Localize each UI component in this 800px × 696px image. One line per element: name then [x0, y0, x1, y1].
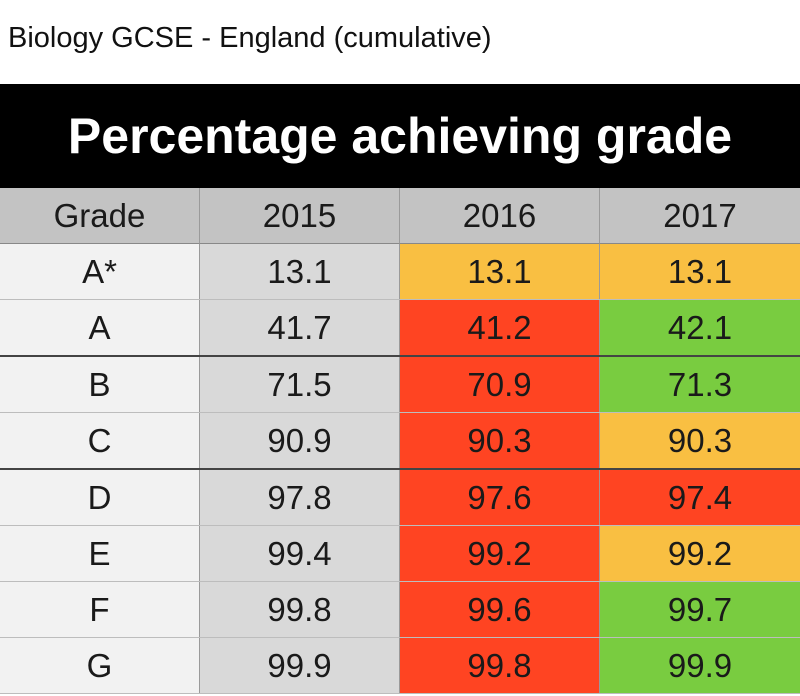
table-body: A* 13.1 13.1 13.1 A 41.7 41.2 42.1 B 71.5 70.9 71.3… [0, 244, 800, 694]
grade-cell: D [0, 470, 200, 525]
value-cell-2015: 97.8 [200, 470, 400, 525]
value-cell-2017: 97.4 [600, 470, 800, 525]
table-row: A* 13.1 13.1 13.1 [0, 244, 800, 300]
grade-cell: C [0, 413, 200, 468]
value-cell-2017: 42.1 [600, 300, 800, 355]
value-cell-2017: 99.2 [600, 526, 800, 581]
grade-cell: B [0, 357, 200, 412]
value-cell-2017: 90.3 [600, 413, 800, 468]
value-cell-2015: 41.7 [200, 300, 400, 355]
value-cell-2015: 90.9 [200, 413, 400, 468]
value-cell-2017: 13.1 [600, 244, 800, 299]
value-cell-2016: 13.1 [400, 244, 600, 299]
value-cell-2015: 99.4 [200, 526, 400, 581]
value-cell-2015: 99.8 [200, 582, 400, 637]
table-title: Percentage achieving grade [0, 84, 800, 188]
value-cell-2016: 90.3 [400, 413, 600, 468]
table-row: C 90.9 90.3 90.3 [0, 413, 800, 470]
value-cell-2016: 99.6 [400, 582, 600, 637]
table-row: D 97.8 97.6 97.4 [0, 470, 800, 526]
page-title: Biology GCSE - England (cumulative) [8, 22, 492, 54]
value-cell-2015: 99.9 [200, 638, 400, 693]
value-cell-2017: 99.7 [600, 582, 800, 637]
value-cell-2015: 71.5 [200, 357, 400, 412]
value-cell-2016: 97.6 [400, 470, 600, 525]
header-2016: 2016 [400, 188, 600, 244]
grade-cell: A* [0, 244, 200, 299]
value-cell-2017: 99.9 [600, 638, 800, 693]
value-cell-2016: 99.8 [400, 638, 600, 693]
value-cell-2016: 41.2 [400, 300, 600, 355]
grade-cell: G [0, 638, 200, 693]
table-header-row: Grade 2015 2016 2017 [0, 188, 800, 244]
grade-cell: F [0, 582, 200, 637]
table-row: B 71.5 70.9 71.3 [0, 357, 800, 413]
value-cell-2016: 99.2 [400, 526, 600, 581]
grade-cell: E [0, 526, 200, 581]
table-row: G 99.9 99.8 99.9 [0, 638, 800, 694]
table-row: A 41.7 41.2 42.1 [0, 300, 800, 357]
value-cell-2015: 13.1 [200, 244, 400, 299]
header-2017: 2017 [600, 188, 800, 244]
value-cell-2017: 71.3 [600, 357, 800, 412]
header-2015: 2015 [200, 188, 400, 244]
grade-cell: A [0, 300, 200, 355]
grade-table: Percentage achieving grade Grade 2015 20… [0, 84, 800, 694]
header-grade: Grade [0, 188, 200, 244]
table-row: E 99.4 99.2 99.2 [0, 526, 800, 582]
value-cell-2016: 70.9 [400, 357, 600, 412]
table-row: F 99.8 99.6 99.7 [0, 582, 800, 638]
